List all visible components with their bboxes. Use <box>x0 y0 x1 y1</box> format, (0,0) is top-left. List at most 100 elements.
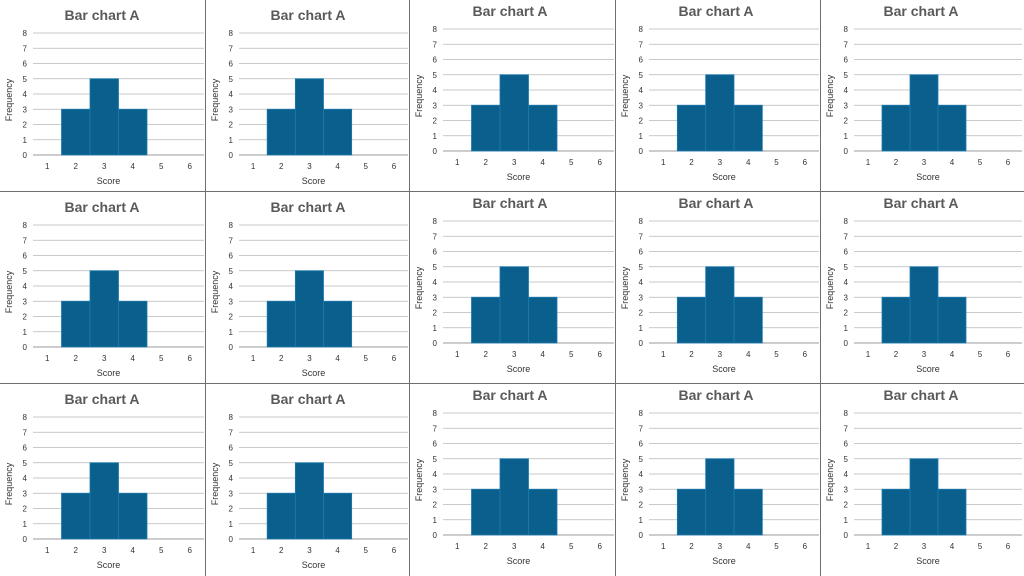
y-axis-label: Frequency <box>210 462 220 505</box>
bar <box>323 492 353 540</box>
y-tick-label: 8 <box>639 217 644 226</box>
bar-chart: Bar chart A 0 1 2 3 4 5 6 7 8 1 2 3 4 5 6 Score Frequency <box>825 195 1022 374</box>
x-tick-label: 6 <box>188 354 193 363</box>
x-tick-label: 2 <box>894 158 899 167</box>
y-axis-label: Frequency <box>825 458 835 501</box>
y-tick-label: 7 <box>23 236 28 245</box>
x-tick-label: 4 <box>131 546 136 555</box>
x-tick-label: 3 <box>307 354 312 363</box>
bar <box>499 266 529 344</box>
y-tick-label: 5 <box>844 71 849 80</box>
x-tick-label: 1 <box>661 350 666 359</box>
bar <box>676 104 707 152</box>
y-tick-label: 0 <box>639 147 644 156</box>
bar <box>937 296 967 344</box>
y-axis-label: Frequency <box>414 458 424 501</box>
chart-title: Bar chart A <box>473 3 548 19</box>
x-tick-label: 2 <box>484 158 489 167</box>
horizontal-divider <box>0 383 1024 384</box>
y-tick-label: 5 <box>844 263 849 272</box>
y-tick-label: 2 <box>23 505 28 514</box>
y-tick-label: 7 <box>639 232 644 241</box>
x-tick-label: 4 <box>541 350 546 359</box>
y-tick-label: 7 <box>433 424 438 433</box>
x-tick-label: 2 <box>74 354 79 363</box>
y-tick-label: 7 <box>639 424 644 433</box>
y-tick-label: 7 <box>433 232 438 241</box>
y-tick-label: 1 <box>639 324 644 333</box>
bar-chart: Bar chart A 0 1 2 3 4 5 6 7 8 1 2 3 4 5 6 Score Frequency <box>414 3 614 182</box>
y-tick-label: 0 <box>433 531 438 540</box>
chart-panel: Bar chart A 0 1 2 3 4 5 6 7 8 1 2 3 4 5 6 Score Frequency <box>616 384 821 576</box>
bar <box>676 296 707 344</box>
x-tick-label: 3 <box>718 158 723 167</box>
bar <box>733 104 763 152</box>
x-axis-label: Score <box>507 556 531 566</box>
x-tick-label: 1 <box>455 158 460 167</box>
y-tick-label: 3 <box>433 293 438 302</box>
y-tick-label: 3 <box>639 293 644 302</box>
y-tick-label: 5 <box>23 267 28 276</box>
y-tick-label: 0 <box>23 151 28 160</box>
x-tick-label: 5 <box>978 158 983 167</box>
chart-panel: Bar chart A 0 1 2 3 4 5 6 7 8 1 2 3 4 5 6 Score Frequency <box>206 192 410 384</box>
bar <box>118 492 148 540</box>
bar <box>528 296 558 344</box>
chart-panel: Bar chart A 0 1 2 3 4 5 6 7 8 1 2 3 4 5 6 Score Frequency <box>410 384 616 576</box>
y-tick-label: 4 <box>23 282 28 291</box>
y-tick-label: 3 <box>23 297 28 306</box>
y-tick-label: 1 <box>433 516 438 525</box>
x-tick-label: 3 <box>102 162 107 171</box>
x-axis-label: Score <box>302 368 326 378</box>
bar <box>89 270 119 348</box>
bar <box>499 458 529 536</box>
y-axis-label: Frequency <box>825 266 835 309</box>
x-tick-label: 1 <box>251 354 256 363</box>
bar-chart: Bar chart A 0 1 2 3 4 5 6 7 8 1 2 3 4 5 6 Score Frequency <box>210 7 408 186</box>
y-axis-label: Frequency <box>4 462 14 505</box>
x-tick-label: 1 <box>661 158 666 167</box>
bar <box>323 300 353 348</box>
x-tick-label: 1 <box>45 354 50 363</box>
y-tick-label: 6 <box>23 444 28 453</box>
y-tick-label: 6 <box>433 248 438 257</box>
x-tick-label: 6 <box>598 158 603 167</box>
y-axis-label: Frequency <box>210 270 220 313</box>
y-tick-label: 4 <box>433 86 438 95</box>
x-tick-label: 3 <box>307 546 312 555</box>
x-axis-label: Score <box>97 368 121 378</box>
x-tick-label: 4 <box>746 542 751 551</box>
x-axis-label: Score <box>916 556 940 566</box>
x-tick-label: 4 <box>541 542 546 551</box>
chart-panel: Bar chart A 0 1 2 3 4 5 6 7 8 1 2 3 4 5 6 Score Frequency <box>410 0 616 192</box>
y-tick-label: 6 <box>23 60 28 69</box>
x-tick-label: 1 <box>251 546 256 555</box>
y-tick-label: 6 <box>639 56 644 65</box>
y-tick-label: 7 <box>639 40 644 49</box>
bar <box>471 104 501 152</box>
x-tick-label: 4 <box>746 158 751 167</box>
y-tick-label: 5 <box>639 263 644 272</box>
x-tick-label: 5 <box>569 158 574 167</box>
x-axis-label: Score <box>712 556 736 566</box>
x-tick-label: 3 <box>512 158 517 167</box>
y-tick-label: 4 <box>23 474 28 483</box>
bar <box>118 300 148 348</box>
y-tick-label: 4 <box>844 470 849 479</box>
x-axis-label: Score <box>507 172 531 182</box>
bar <box>881 296 911 344</box>
x-tick-label: 2 <box>894 542 899 551</box>
x-tick-label: 3 <box>102 354 107 363</box>
x-tick-label: 3 <box>922 542 927 551</box>
chart-title: Bar chart A <box>679 387 754 403</box>
x-tick-label: 5 <box>159 162 164 171</box>
y-tick-label: 8 <box>433 409 438 418</box>
x-tick-label: 5 <box>978 542 983 551</box>
y-tick-label: 8 <box>23 221 28 230</box>
bar <box>294 462 324 540</box>
y-tick-label: 3 <box>844 293 849 302</box>
y-tick-label: 3 <box>639 485 644 494</box>
y-tick-label: 2 <box>229 505 234 514</box>
y-tick-label: 1 <box>433 132 438 141</box>
y-tick-label: 6 <box>229 60 234 69</box>
